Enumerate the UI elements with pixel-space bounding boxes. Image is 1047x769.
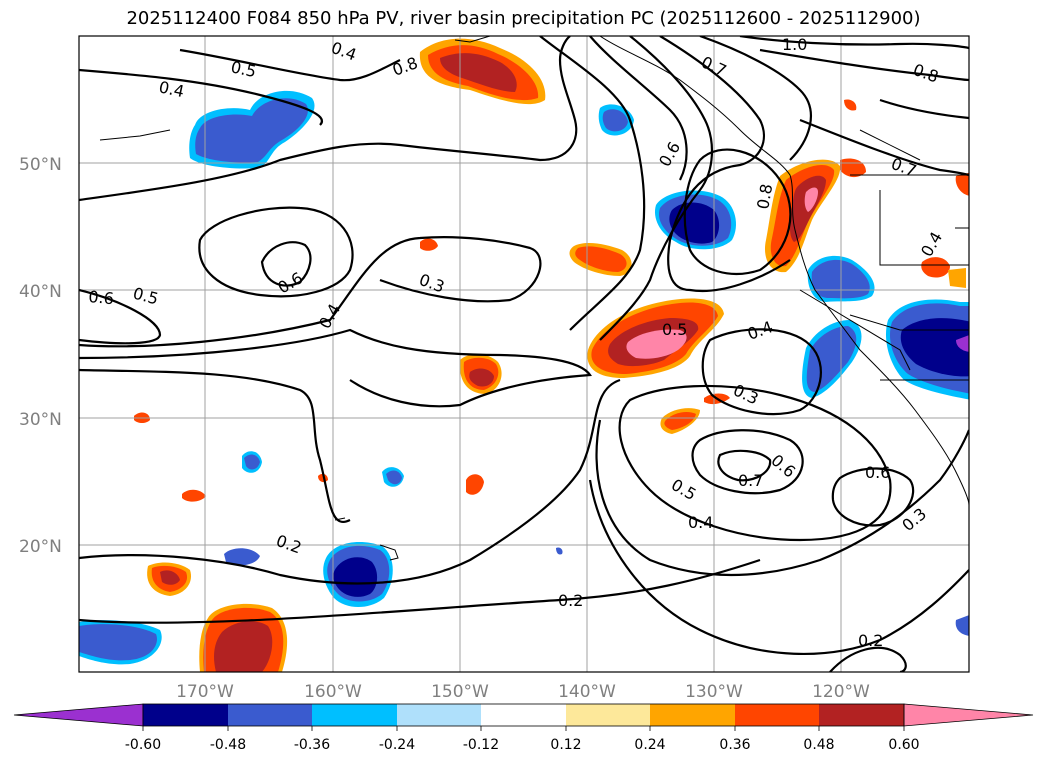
lon-label: 170°W (176, 682, 234, 702)
colorbar-segment (735, 704, 819, 726)
chart-title: 2025112400 F084 850 hPa PV, river basin … (126, 8, 921, 29)
contour-label: 0.4 (157, 77, 186, 101)
colorbar-segment (650, 704, 735, 726)
colorbar-segment (566, 704, 650, 726)
contour-label: 1.0 (782, 35, 807, 54)
lat-label: 20°N (19, 537, 62, 557)
pv-contours (79, 36, 969, 672)
colorbar-tick-label: -0.36 (294, 737, 330, 753)
colorbar-segment (312, 704, 397, 726)
colorbar-extend-right (903, 703, 1034, 727)
colorbar-tick-label: -0.24 (379, 737, 415, 753)
contour-label: 0.2 (558, 591, 583, 610)
colorbar-extend-left (13, 703, 144, 727)
lon-label: 120°W (812, 682, 870, 702)
colorbar-tick-label: 0.12 (550, 737, 581, 753)
lon-label: 160°W (304, 682, 362, 702)
latitude-labels: 50°N 40°N 30°N 20°N (19, 155, 62, 557)
contour-label: 0.5 (229, 57, 258, 81)
map-frame (78, 35, 970, 673)
lat-label: 40°N (19, 282, 62, 302)
contour-label: 0.6 (865, 463, 890, 482)
colorbar-segment (143, 704, 228, 726)
colorbar: -0.60 -0.48 -0.36 -0.24 -0.12 0.12 0.24 … (13, 703, 1034, 753)
colorbar-segment (481, 704, 566, 726)
coastlines (99, 36, 969, 561)
lon-label: 150°W (431, 682, 489, 702)
lon-label: 140°W (558, 682, 616, 702)
colorbar-tick-label: -0.60 (125, 737, 161, 753)
lat-label: 50°N (19, 155, 62, 175)
contour-label: 0.2 (858, 631, 883, 650)
colorbar-tick-label: -0.48 (210, 737, 246, 753)
colorbar-tick-label: 0.36 (719, 737, 750, 753)
lon-label: 130°W (685, 682, 743, 702)
colorbar-tick-label: 0.60 (888, 737, 919, 753)
contour-label: 0.4 (688, 513, 713, 532)
colorbar-segment (228, 704, 312, 726)
colorbar-segment (819, 704, 904, 726)
precip-shading (79, 38, 969, 672)
longitude-labels: 170°W 160°W 150°W 140°W 130°W 120°W (176, 682, 870, 702)
colorbar-segment (397, 704, 481, 726)
contour-label: 0.5 (662, 320, 687, 339)
colorbar-tick-label: 0.48 (803, 737, 834, 753)
colorbar-tick-label: 0.24 (634, 737, 665, 753)
contour-label: 0.6 (88, 287, 115, 308)
lat-label: 30°N (19, 410, 62, 430)
contour-label: 0.8 (753, 182, 776, 210)
gridlines (79, 36, 969, 672)
contour-label: 0.7 (738, 471, 763, 490)
colorbar-tick-label: -0.12 (463, 737, 499, 753)
